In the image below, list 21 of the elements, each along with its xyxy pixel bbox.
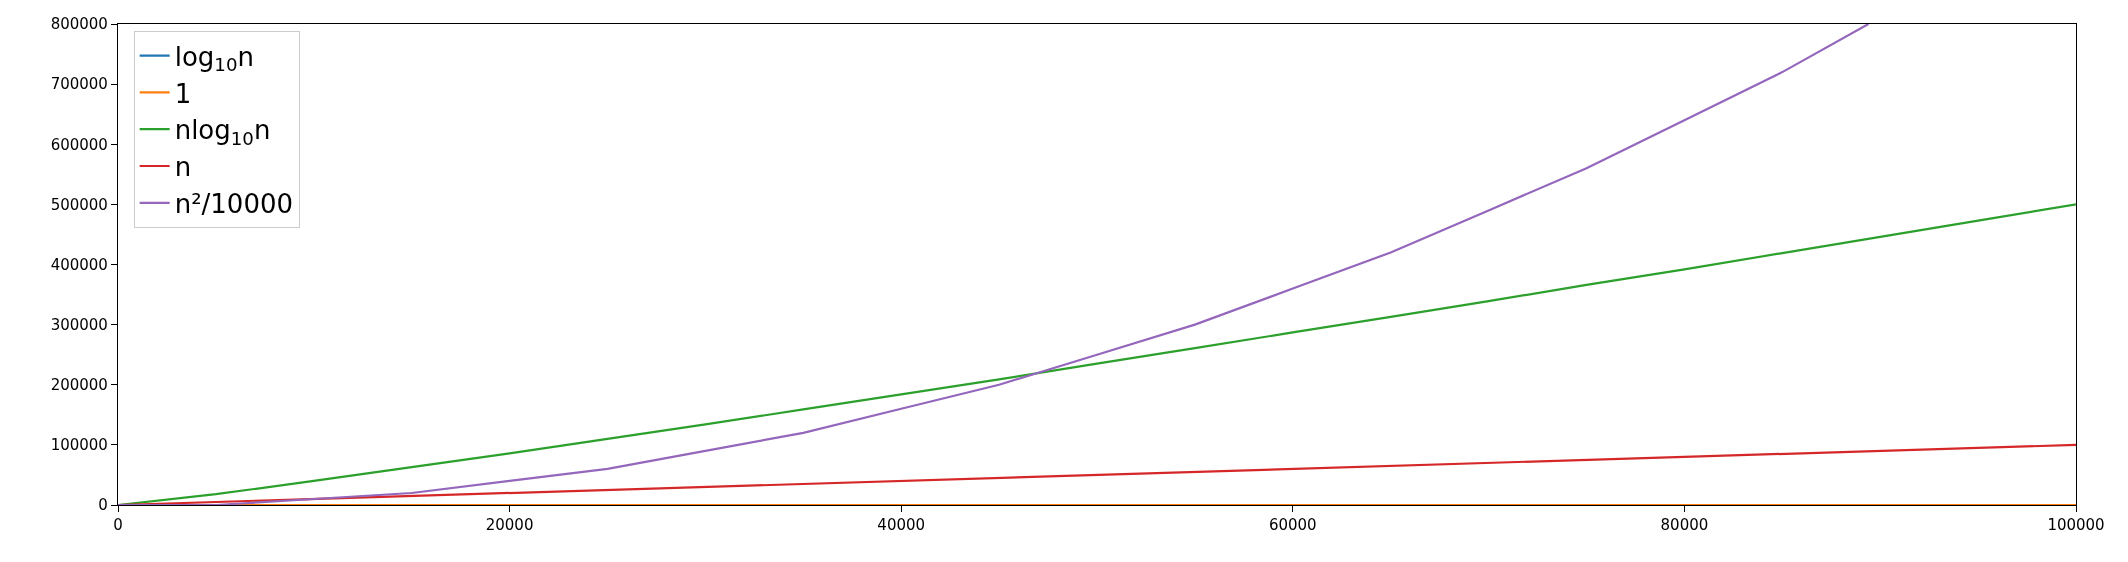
y-tick-label: 100000 xyxy=(50,436,108,455)
legend-label: log$_{10}$n xyxy=(174,41,254,76)
legend-label: 1 xyxy=(174,78,192,109)
line-series xyxy=(118,24,1870,505)
y-tick-label: 400000 xyxy=(50,255,108,274)
legend-label: n²/10000 xyxy=(174,188,294,219)
legend-label: nlog$_{10}$n xyxy=(174,115,271,149)
x-tick-label: 60000 xyxy=(1268,516,1317,535)
y-tick-label: 700000 xyxy=(50,75,108,94)
x-tick-label: 0 xyxy=(113,516,123,535)
x-tick-label: 80000 xyxy=(1660,516,1709,535)
y-tick-label: 200000 xyxy=(50,376,108,394)
y-tick-label: 300000 xyxy=(50,315,108,334)
x-tick-label: 40000 xyxy=(877,516,926,535)
y-tick-label: 800000 xyxy=(50,15,108,34)
y-tick-label: 500000 xyxy=(50,195,108,214)
x-tick-label: 20000 xyxy=(485,516,534,535)
y-tick-label: 0 xyxy=(98,496,108,515)
legend-label: n xyxy=(174,152,192,183)
x-tick-label: 100000 xyxy=(2047,516,2105,535)
y-tick-label: 600000 xyxy=(50,135,108,154)
